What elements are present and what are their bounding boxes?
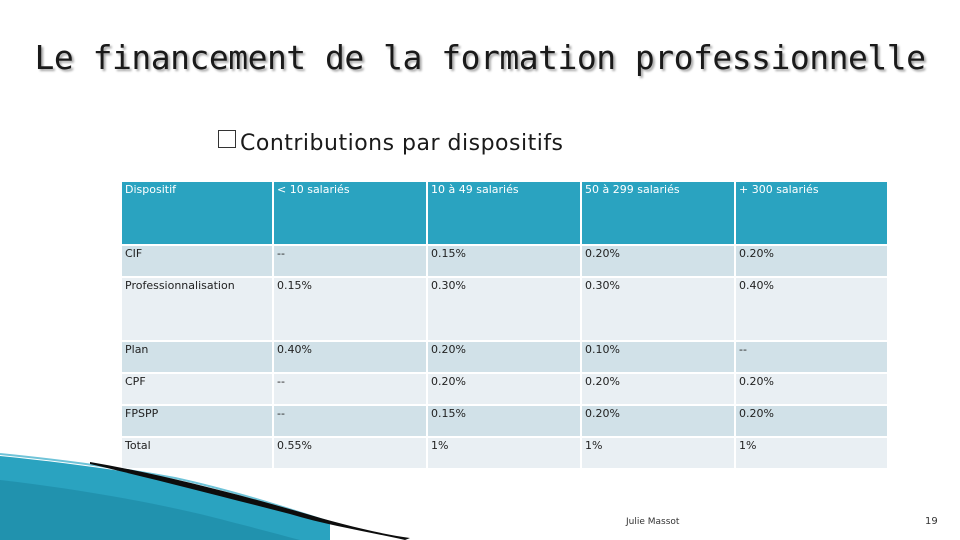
- header-cell: 10 à 49 salariés: [426, 180, 582, 246]
- table-cell: 0.30%: [580, 276, 736, 342]
- table-cell: 0.40%: [734, 276, 889, 342]
- table-cell: 0.20%: [580, 404, 736, 438]
- table-cell: 0.20%: [580, 372, 736, 406]
- slide-title: Le financement de la formation professio…: [34, 38, 926, 77]
- table-cell: --: [272, 244, 428, 278]
- table-cell: Plan: [120, 340, 274, 374]
- table-cell: 1%: [580, 436, 736, 470]
- table-cell: 0.55%: [272, 436, 428, 470]
- table-cell: Total: [120, 436, 274, 470]
- subtitle-text: Contributions par dispositifs: [240, 131, 564, 156]
- table-cell: 0.30%: [426, 276, 582, 342]
- table-cell: 0.20%: [734, 372, 889, 406]
- header-cell: Dispositif: [120, 180, 274, 246]
- decorative-wave: [0, 453, 410, 540]
- table-cell: --: [734, 340, 889, 374]
- wave-shade: [0, 480, 300, 540]
- table-cell: 0.10%: [580, 340, 736, 374]
- table-row: FPSPP -- 0.15% 0.20% 0.20%: [120, 404, 889, 438]
- header-cell: < 10 salariés: [272, 180, 428, 246]
- table-cell: 1%: [426, 436, 582, 470]
- table-cell: 0.15%: [272, 276, 428, 342]
- table-cell: 0.20%: [580, 244, 736, 278]
- table-cell: CPF: [120, 372, 274, 406]
- table-cell: 0.20%: [734, 404, 889, 438]
- table-row: Total 0.55% 1% 1% 1%: [120, 436, 889, 470]
- header-cell: + 300 salariés: [734, 180, 889, 246]
- table-cell: 0.40%: [272, 340, 428, 374]
- table-row: Professionnalisation 0.15% 0.30% 0.30% 0…: [120, 276, 889, 342]
- table-cell: 1%: [734, 436, 889, 470]
- bullet-icon: [218, 130, 236, 148]
- table-row: CIF -- 0.15% 0.20% 0.20%: [120, 244, 889, 278]
- table-cell: 0.20%: [426, 340, 582, 374]
- contributions-table: Dispositif < 10 salariés 10 à 49 salarié…: [120, 180, 889, 470]
- wave-black-stroke: [90, 462, 410, 540]
- table-row: Plan 0.40% 0.20% 0.10% --: [120, 340, 889, 374]
- footer-author: Julie Massot: [626, 517, 680, 527]
- table-cell: FPSPP: [120, 404, 274, 438]
- table-cell: 0.15%: [426, 404, 582, 438]
- table-header-row: Dispositif < 10 salariés 10 à 49 salarié…: [120, 180, 889, 246]
- table-cell: 0.20%: [734, 244, 889, 278]
- page-number: 19: [925, 516, 938, 527]
- table-cell: CIF: [120, 244, 274, 278]
- wave-highlight: [0, 453, 331, 523]
- header-cell: 50 à 299 salariés: [580, 180, 736, 246]
- table-cell: 0.20%: [426, 372, 582, 406]
- table-cell: Professionnalisation: [120, 276, 274, 342]
- slide-subtitle: Contributions par dispositifs: [218, 130, 564, 156]
- table-cell: 0.15%: [426, 244, 582, 278]
- table-cell: --: [272, 372, 428, 406]
- table-row: CPF -- 0.20% 0.20% 0.20%: [120, 372, 889, 406]
- table-cell: --: [272, 404, 428, 438]
